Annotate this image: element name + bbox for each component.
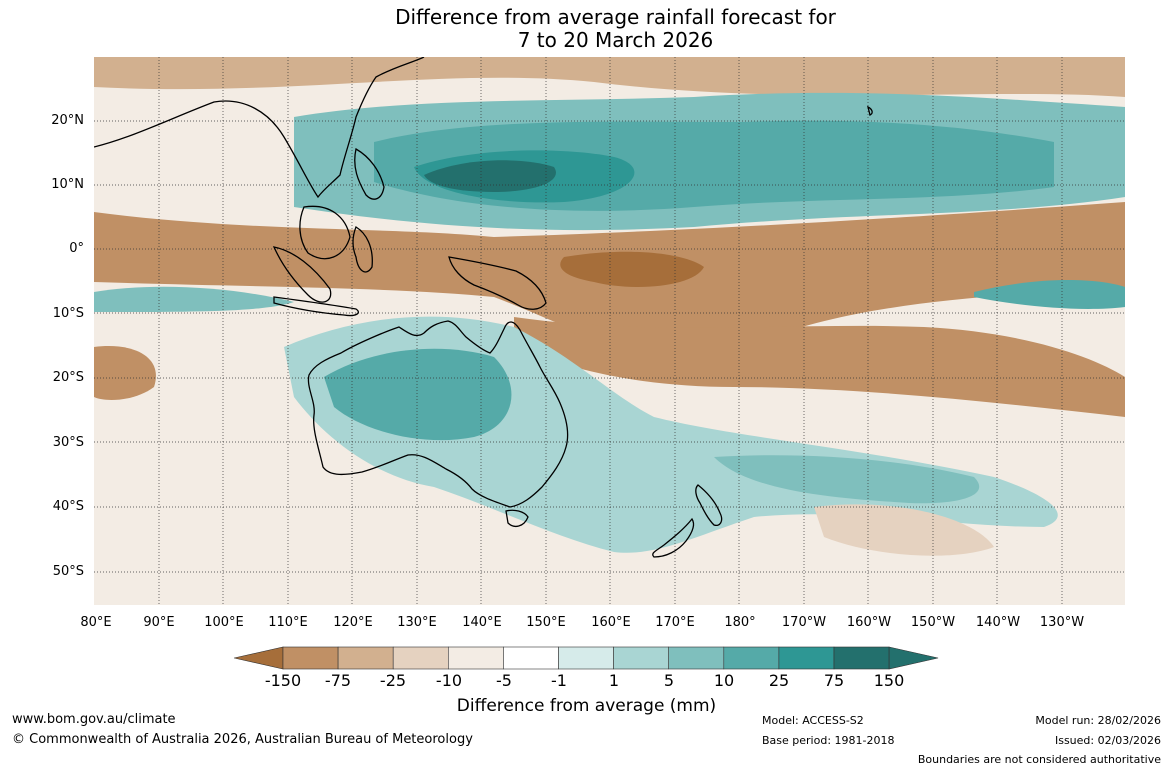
lat-label: 20°S [52,370,84,385]
equatorial-very-dry-core [560,251,704,287]
indian-ocean-wet-strip [94,286,294,312]
legend-color-cell [337,646,394,670]
tasman-wet-band [714,455,980,504]
lon-label: 160°W [846,615,892,630]
legend-tick-label: -150 [264,671,302,690]
new-guinea-coast [448,256,547,310]
website-link[interactable]: www.bom.gov.au/climate [12,712,176,727]
legend-color-cell [503,646,559,670]
east-equatorial-wet-patch [974,280,1125,309]
legend-tick-label: -5 [496,671,512,690]
lat-label: 10°N [51,177,84,192]
legend-low-arrow [234,646,284,670]
lon-label: 160°E [591,615,631,630]
java-coast [273,296,359,317]
boundaries-disclaimer: Boundaries are not considered authoritat… [917,753,1161,766]
north-extreme-wet-core [424,160,556,192]
lon-label: 180° [724,615,756,630]
legend-tick-label: -1 [551,671,567,690]
coastlines [94,57,873,558]
model-run-date: Model run: 28/02/2026 [1035,714,1161,727]
color-legend-bar [234,646,939,670]
legend-title: Difference from average (mm) [456,696,717,716]
base-period: Base period: 1981-2018 [762,734,895,747]
graticule [94,57,1125,605]
legend-tick-label: 10 [713,671,735,690]
south-pacific-dry-band [514,317,1125,417]
lon-label: 170°W [781,615,827,630]
lat-label: 20°N [51,113,84,128]
legend-color-cell [558,646,614,670]
map-title-line2: 7 to 20 March 2026 [517,28,714,52]
nz-south-island [652,517,695,558]
legend-high-arrow [888,646,939,670]
lon-label: 110°E [268,615,308,630]
legend-color-cell [282,646,339,670]
lon-label: 130°W [1039,615,1085,630]
lon-label: 140°W [975,615,1021,630]
rainfall-anomaly-map [94,57,1125,605]
legend-color-cell [778,646,835,670]
lon-label: 130°E [397,615,437,630]
legend-color-cell [723,646,780,670]
borneo-coast [299,205,351,260]
sumatra-coast [272,246,332,303]
lon-label: 150°E [526,615,566,630]
legend-color-cell [448,646,504,670]
legend-tick-label: 25 [768,671,790,690]
lat-label: 40°S [52,499,84,514]
asia-coast [94,57,425,199]
legend-color-cell [668,646,725,670]
issued-date: Issued: 02/03/2026 [1054,734,1161,747]
australia-coast [307,320,569,508]
lon-label: 80°E [80,615,112,630]
lon-label: 170°E [655,615,695,630]
lat-label: 0° [69,241,84,256]
hawaii-coast [867,105,873,116]
tasmania-coast [505,509,529,528]
lon-label: 140°E [462,615,502,630]
copyright-notice: © Commonwealth of Australia 2026, Austra… [12,732,473,747]
lon-label: 90°E [143,615,175,630]
nz-north-island [695,484,723,527]
philippines-coast [354,147,385,200]
legend-tick-label: 1 [608,671,620,690]
lat-label: 10°S [52,306,84,321]
lat-label: 30°S [52,435,84,450]
legend-color-cell [392,646,449,670]
lat-label: 50°S [52,564,84,579]
legend-tick-label: -75 [324,671,352,690]
map-title-line1: Difference from average rainfall forecas… [395,5,836,29]
legend-color-cell [833,646,890,670]
lon-label: 100°E [204,615,244,630]
legend-tick-label: -25 [379,671,407,690]
legend-tick-label: -10 [435,671,463,690]
lon-label: 150°W [910,615,956,630]
indian-ocean-dry-patch [94,346,156,400]
legend-color-cell [613,646,670,670]
model-name: Model: ACCESS-S2 [762,714,864,727]
map-canvas [94,57,1125,605]
sulawesi-coast [352,226,373,273]
legend-tick-label: 5 [663,671,675,690]
lon-label: 120°E [333,615,373,630]
south-dry-patch [814,504,994,556]
legend-tick-label: 75 [823,671,845,690]
australia-wet-core [324,348,512,441]
legend-tick-label: 150 [873,671,905,690]
